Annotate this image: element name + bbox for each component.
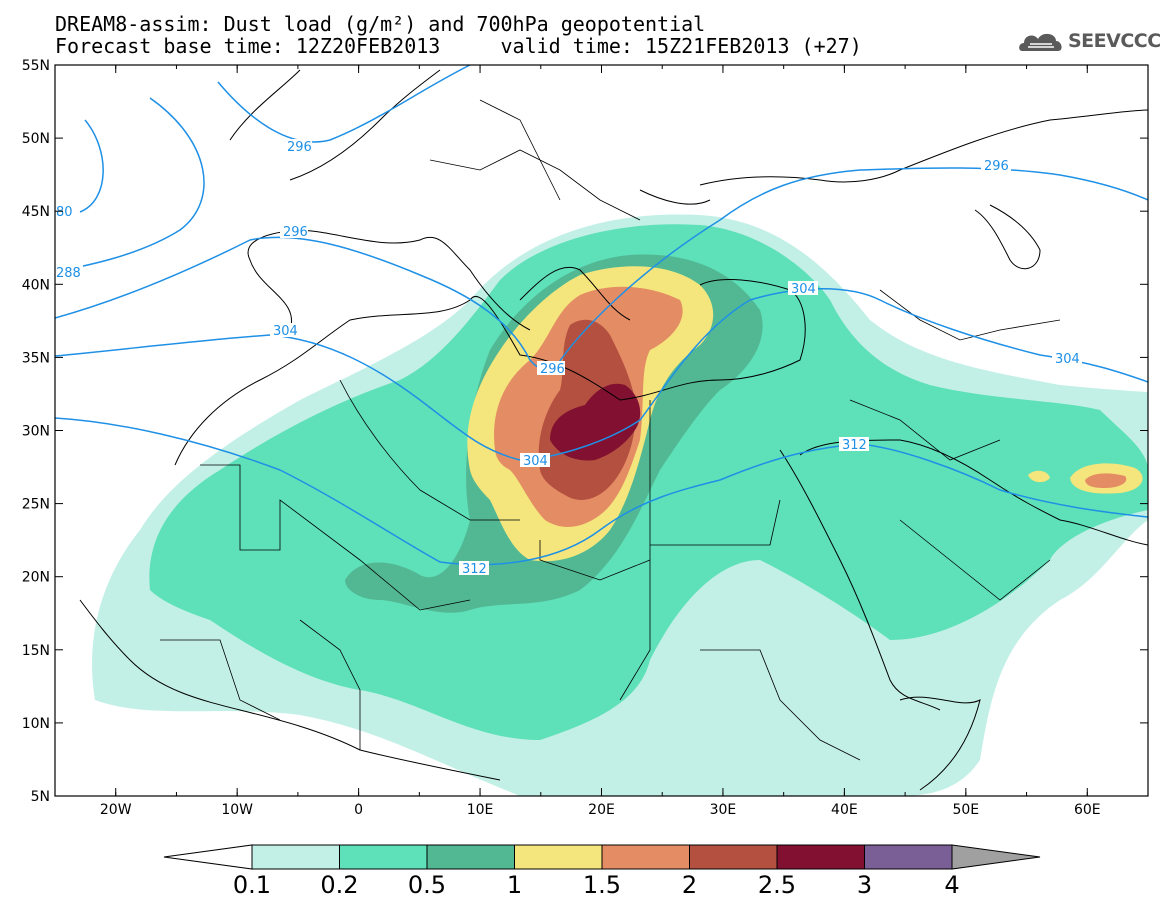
contour-label: 296 <box>280 224 308 240</box>
contour-label: 296 <box>981 158 1011 174</box>
dust-gulf-small <box>1028 470 1050 483</box>
colorbar-cell <box>251 844 340 870</box>
colorbar-cell <box>426 844 515 870</box>
contour-label: 288 <box>55 265 83 281</box>
lat-tick-label: 40N <box>22 277 50 293</box>
colorbar-cell <box>689 844 778 870</box>
lat-tick-label: 50N <box>22 131 50 147</box>
colorbar-label: 1.5 <box>583 871 621 899</box>
svg-text:296: 296 <box>283 225 308 240</box>
colorbar-cell <box>339 844 428 870</box>
contour-label: 304 <box>788 281 818 297</box>
contour-label: 304 <box>520 453 550 469</box>
contour-labels: 296 296 304 296 304 304 304 312 312 288 … <box>55 139 1082 577</box>
dust-field <box>55 65 1148 796</box>
svg-text:296: 296 <box>287 140 312 155</box>
lon-tick-label: 0 <box>354 802 363 818</box>
lon-tick-label: 40E <box>831 802 858 818</box>
lat-tick-label: 25N <box>22 497 50 513</box>
colorbar-right-arrow <box>951 844 1041 870</box>
svg-text:304: 304 <box>523 454 548 469</box>
colorbar-cell <box>776 844 865 870</box>
svg-text:312: 312 <box>462 562 487 577</box>
colorbar-cell <box>601 844 690 870</box>
lat-tick-label: 35N <box>22 350 50 366</box>
cloud-logo-icon <box>1019 33 1062 51</box>
svg-text:312: 312 <box>842 438 867 453</box>
contour-label: 304 <box>270 323 298 339</box>
colorbar-cell <box>514 844 603 870</box>
colorbar: 0.1 0.2 0.5 1 1.5 2 2.5 3 4 <box>163 844 1041 899</box>
lat-tick-label: 10N <box>22 716 50 732</box>
latitude-axis: 55N 50N 45N 40N 35N 30N 25N 20N 15N 10N 5N <box>22 58 1148 805</box>
colorbar-label: 0.2 <box>320 871 358 899</box>
colorbar-label: 2 <box>682 871 697 899</box>
lat-tick-label: 15N <box>22 643 50 659</box>
lon-tick-label: 50E <box>952 802 979 818</box>
svg-text:304: 304 <box>1055 352 1080 367</box>
lon-tick-label: 20E <box>588 802 615 818</box>
contour-label: 304 <box>1052 351 1082 367</box>
lat-tick-label: 20N <box>22 570 50 586</box>
svg-text:80: 80 <box>56 205 73 220</box>
lon-tick-label: 10W <box>221 802 253 818</box>
lat-tick-label: 5N <box>31 789 50 805</box>
dust-level-2-5 <box>550 383 641 461</box>
svg-text:296: 296 <box>984 159 1009 174</box>
svg-text:304: 304 <box>273 324 298 339</box>
lon-tick-label: 30E <box>710 802 737 818</box>
contour-label: 312 <box>459 561 489 577</box>
logo-text: SEEVCCC <box>1068 30 1161 52</box>
colorbar-label: 2.5 <box>758 871 796 899</box>
svg-text:304: 304 <box>791 282 816 297</box>
dust-gulf-orange <box>1085 473 1127 488</box>
lon-tick-label: 10E <box>467 802 494 818</box>
colorbar-label: 1 <box>507 871 522 899</box>
map-subtitle: Forecast base time: 12Z20FEB2013 valid t… <box>55 34 862 58</box>
map-title: DREAM8-assim: Dust load (g/m²) and 700hP… <box>55 12 706 36</box>
contour-label: 296 <box>537 361 565 377</box>
colorbar-cell <box>864 844 953 870</box>
lon-tick-label: 20W <box>100 802 132 818</box>
lat-tick-label: 30N <box>22 424 50 440</box>
contour-label: 312 <box>839 437 869 453</box>
svg-text:288: 288 <box>56 266 81 281</box>
longitude-axis: 20W 10W 0 10E 20E 30E 40E 50E 60E <box>54 65 1149 818</box>
colorbar-label: 0.5 <box>408 871 446 899</box>
colorbar-label: 0.1 <box>233 871 271 899</box>
contour-label: 296 <box>284 139 312 155</box>
colorbar-left-arrow <box>163 844 253 870</box>
contour-label: 80 <box>55 204 75 220</box>
lon-tick-label: 60E <box>1074 802 1101 818</box>
lat-tick-label: 55N <box>22 58 50 74</box>
colorbar-label: 4 <box>944 871 959 899</box>
lat-tick-label: 45N <box>22 204 50 220</box>
colorbar-label: 3 <box>857 871 872 899</box>
country-borders <box>160 99 1061 761</box>
svg-text:296: 296 <box>540 362 565 377</box>
